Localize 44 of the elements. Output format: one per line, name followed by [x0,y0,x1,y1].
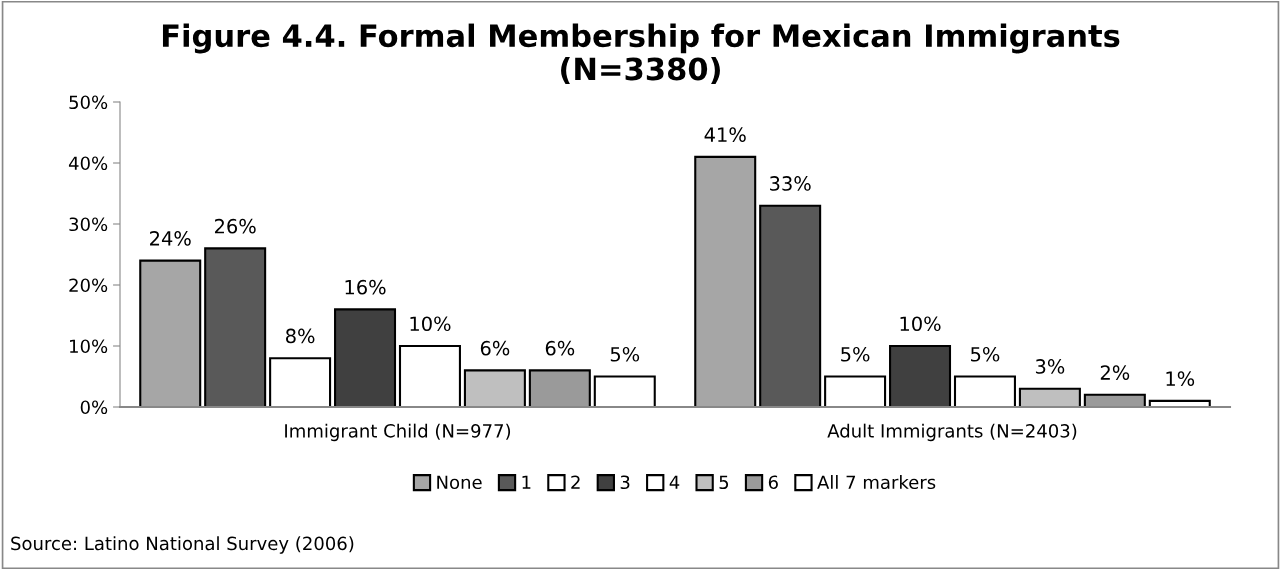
data-label: 16% [345,279,386,295]
bar [334,308,397,407]
data-label: 10% [900,316,941,332]
data-label: 8% [285,328,315,344]
bar [759,204,822,407]
y-tick-label: 10% [70,339,108,354]
legend-label: 1 [522,475,531,489]
legend-label: 6 [768,475,778,490]
data-label: 10% [410,316,451,332]
data-label: 3% [1035,359,1065,374]
y-tick-label: 0% [80,400,108,415]
legend-label: 2 [571,475,580,489]
data-label: 5% [841,346,870,362]
data-label: 41% [704,127,746,143]
data-label: 2% [1100,365,1130,380]
x-tick-label: Adult Immigrants (N=2403) [827,423,1077,442]
bar [528,369,591,407]
data-label: 1% [1166,371,1195,387]
source-note: Source: Latino National Survey (2006) [11,536,354,554]
legend-label: All 7 markers [817,475,936,490]
data-label: 5% [610,346,640,362]
bar [1018,387,1081,407]
bar [463,369,526,407]
bar [1083,393,1146,407]
data-label: 6% [545,340,575,356]
y-tick-label: 40% [68,156,108,171]
legend-label: 3 [620,475,630,490]
data-label: 33% [770,176,811,191]
chart-title: Figure 4.4. Formal Membership for Mexican Immigrants (N=3380) [162,23,1120,85]
data-label: 24% [150,231,191,246]
y-tick-label: 50% [69,95,108,110]
x-tick-label: Immigrant Child (N=977) [285,423,511,442]
bar [889,344,952,407]
data-label: 5% [971,346,1000,362]
data-label: 26% [214,218,256,234]
bar [204,247,267,407]
legend-label: 4 [669,475,680,489]
bar [139,259,202,407]
legend-label: None [437,475,482,490]
legend-label: 5 [719,475,729,490]
data-label: 6% [480,340,510,356]
y-tick-label: 30% [69,217,108,232]
bar [694,155,757,407]
y-tick-label: 20% [69,278,108,293]
